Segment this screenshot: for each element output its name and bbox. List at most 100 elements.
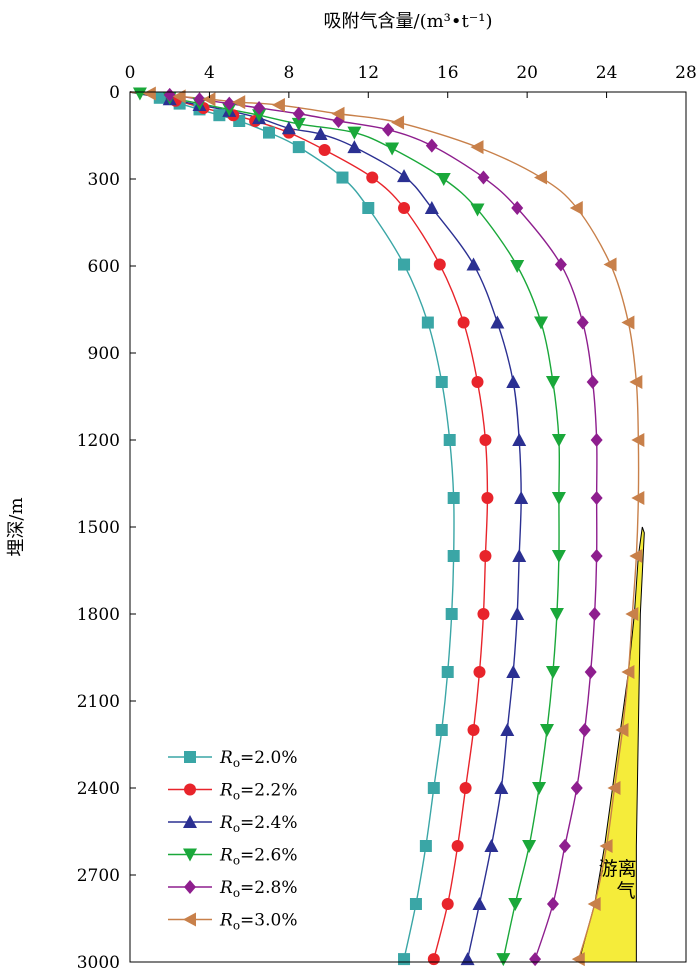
data-point-s2-18: [494, 781, 509, 794]
data-point-s4-1: [193, 92, 206, 107]
data-point-s2-8: [424, 201, 439, 214]
y-axis-title: 埋深/m: [6, 497, 27, 556]
data-point-s1-19: [441, 898, 454, 910]
series-markers-layer: [132, 86, 645, 967]
data-point-s4-2: [223, 96, 236, 111]
data-point-s0-20: [409, 898, 422, 910]
series-markers-5: [142, 86, 645, 967]
data-point-s4-10: [554, 257, 567, 272]
data-point-s0-9: [398, 258, 411, 271]
legend-marker: [183, 815, 197, 828]
data-point-s0-7: [336, 171, 349, 184]
data-point-s5-3: [232, 95, 246, 110]
x-tick-label: 16: [437, 63, 459, 83]
data-point-s1-8: [433, 258, 446, 271]
x-tick-label: 20: [516, 63, 538, 83]
data-point-s3-15: [551, 550, 566, 563]
data-point-s4-19: [570, 781, 583, 795]
data-point-s3-16: [549, 608, 564, 621]
data-point-s4-6: [382, 122, 395, 137]
data-point-s3-17: [545, 666, 560, 679]
data-point-s4-15: [590, 549, 603, 563]
data-point-s2-11: [506, 375, 521, 388]
data-point-s5-22: [571, 952, 585, 967]
data-point-s1-18: [451, 840, 464, 852]
legend-marker: [184, 751, 196, 763]
data-point-s0-12: [443, 434, 456, 446]
legend-item-1: Ro=2.2%: [168, 781, 297, 803]
data-point-s4-14: [590, 491, 603, 505]
data-point-s3-8: [436, 173, 451, 186]
data-point-s0-0: [153, 91, 166, 104]
data-point-s2-19: [484, 839, 499, 852]
data-point-s1-13: [479, 550, 492, 562]
y-tick-label: 2100: [77, 692, 120, 712]
data-point-s1-20: [427, 953, 440, 966]
legend-label: Ro=3.0%: [219, 911, 297, 933]
data-point-s4-22: [529, 952, 542, 967]
legend-item-0: Ro=2.0%: [168, 748, 297, 770]
data-point-s3-11: [534, 316, 549, 330]
data-point-s3-12: [545, 376, 560, 389]
data-point-s3-19: [532, 782, 547, 795]
x-tick-label: 12: [357, 63, 379, 83]
y-tick-label: 300: [88, 170, 120, 190]
y-tick-label: 2400: [77, 779, 120, 799]
data-point-s4-16: [588, 607, 601, 621]
data-point-s2-20: [472, 897, 487, 910]
legend-marker: [183, 848, 197, 862]
data-point-s0-5: [263, 126, 275, 139]
data-point-s4-4: [292, 106, 305, 121]
y-tick-label: 0: [109, 83, 120, 103]
data-point-s1-11: [479, 434, 492, 446]
legend-item-5: Ro=3.0%: [168, 911, 297, 933]
data-point-s2-17: [500, 723, 515, 736]
data-point-s1-10: [471, 376, 484, 388]
data-point-s3-20: [522, 840, 537, 853]
data-point-s4-9: [511, 201, 524, 215]
data-point-s2-14: [512, 549, 527, 562]
data-point-s4-17: [584, 665, 597, 679]
data-point-s5-8: [534, 170, 548, 185]
data-point-s0-8: [362, 202, 375, 214]
data-point-s5-11: [621, 315, 635, 330]
data-point-s2-6: [347, 140, 362, 154]
data-point-s5-6: [391, 115, 405, 130]
data-point-s1-16: [467, 724, 480, 736]
legend: Ro=2.0% Ro=2.2% Ro=2.4% Ro=2.6% Ro=2.8% Ro=3.…: [168, 748, 297, 933]
legend-label: Ro=2.4%: [219, 813, 297, 835]
data-point-s1-17: [459, 782, 472, 794]
data-point-s3-14: [551, 492, 566, 505]
data-point-s3-7: [385, 142, 400, 156]
data-point-s0-3: [213, 109, 226, 122]
data-point-s5-16: [625, 607, 639, 621]
data-point-s0-19: [419, 840, 432, 852]
series-markers-4: [163, 87, 603, 967]
x-tick-label: 28: [675, 63, 697, 83]
legend-item-4: Ro=2.8%: [168, 878, 297, 900]
data-point-s5-19: [607, 781, 621, 795]
data-point-s2-12: [512, 433, 527, 446]
y-tick-label: 3000: [77, 953, 120, 971]
legend-marker: [184, 880, 196, 894]
x-tick-label: 0: [125, 63, 136, 83]
data-point-s4-11: [576, 315, 589, 330]
data-point-s3-22: [496, 953, 511, 967]
data-point-s3-13: [551, 434, 566, 447]
data-point-s5-18: [615, 723, 629, 737]
y-tick-label: 1800: [77, 605, 120, 625]
data-point-s0-6: [292, 141, 305, 154]
data-point-s1-5: [318, 144, 331, 156]
data-point-s1-9: [457, 316, 470, 329]
data-point-s1-15: [473, 666, 486, 678]
x-tick-label: 4: [204, 63, 215, 83]
data-point-s3-10: [510, 260, 525, 273]
data-point-s0-17: [435, 724, 448, 736]
data-point-s4-12: [586, 375, 599, 389]
legend-item-3: Ro=2.6%: [168, 846, 297, 868]
data-point-s1-14: [477, 608, 490, 620]
data-point-s3-6: [347, 126, 362, 140]
data-point-s0-10: [421, 316, 434, 329]
data-point-s5-1: [172, 89, 186, 104]
